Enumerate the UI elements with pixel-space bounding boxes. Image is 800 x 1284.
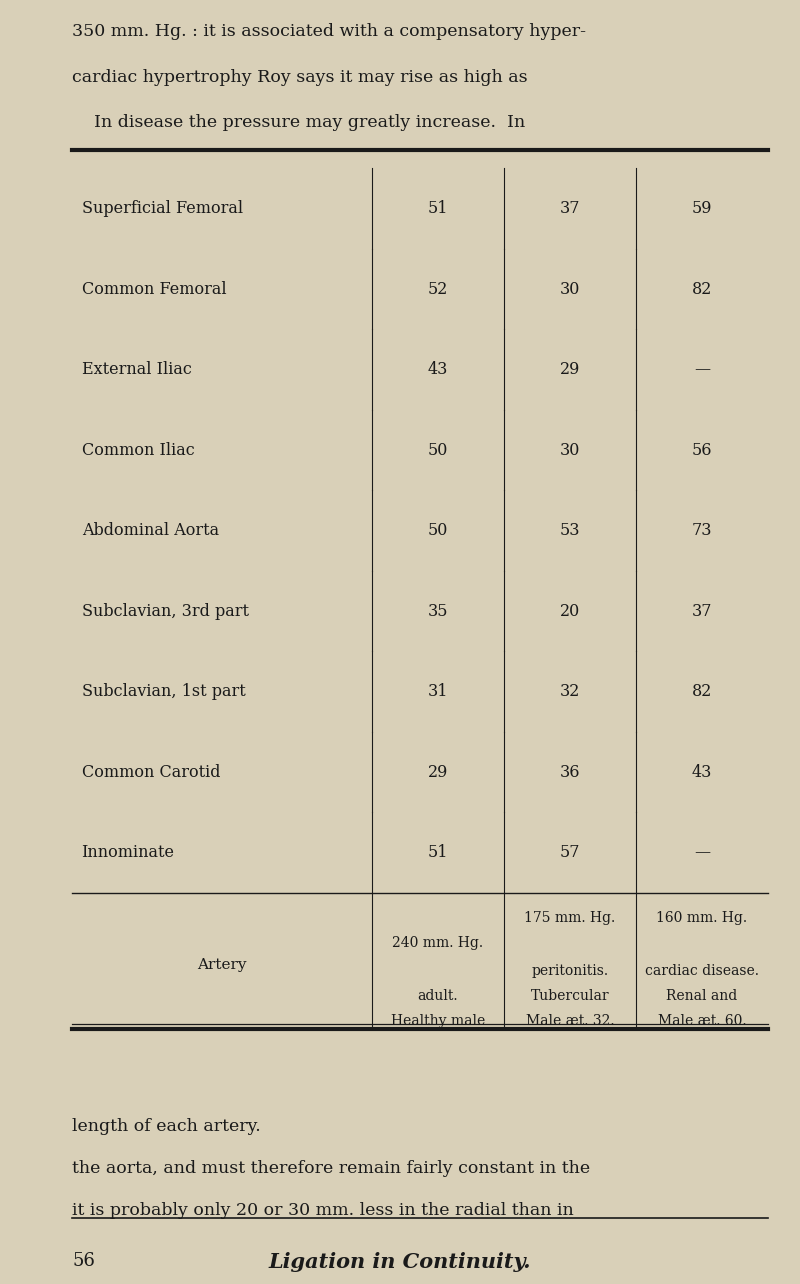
- Text: Common Carotid: Common Carotid: [82, 764, 220, 781]
- Text: 82: 82: [692, 683, 712, 700]
- Text: 240 mm. Hg.: 240 mm. Hg.: [393, 936, 483, 950]
- Text: Artery: Artery: [198, 958, 246, 972]
- Text: 53: 53: [560, 523, 580, 539]
- Text: In disease the pressure may greatly increase.  In: In disease the pressure may greatly incr…: [72, 114, 526, 131]
- Text: 43: 43: [692, 764, 712, 781]
- Text: 20: 20: [560, 602, 580, 620]
- Text: cardiac disease.: cardiac disease.: [645, 964, 759, 978]
- Text: 350 mm. Hg. : it is associated with a compensatory hyper-: 350 mm. Hg. : it is associated with a co…: [72, 23, 586, 40]
- Text: 82: 82: [692, 281, 712, 298]
- Text: 73: 73: [692, 523, 712, 539]
- Text: 29: 29: [428, 764, 448, 781]
- Text: Common Iliac: Common Iliac: [82, 442, 194, 458]
- Text: 31: 31: [428, 683, 448, 700]
- Text: 175 mm. Hg.: 175 mm. Hg.: [524, 912, 616, 924]
- Text: peritonitis.: peritonitis.: [531, 964, 609, 978]
- Text: cardiac hypertrophy Roy says it may rise as high as: cardiac hypertrophy Roy says it may rise…: [72, 68, 528, 86]
- Text: Subclavian, 3rd part: Subclavian, 3rd part: [82, 602, 249, 620]
- Text: 56: 56: [72, 1252, 95, 1270]
- Text: 32: 32: [560, 683, 580, 700]
- Text: External Iliac: External Iliac: [82, 361, 191, 379]
- Text: 36: 36: [560, 764, 580, 781]
- Text: Ligation in Continuity.: Ligation in Continuity.: [269, 1252, 531, 1272]
- Text: Male æt. 60.: Male æt. 60.: [658, 1014, 746, 1028]
- Text: —: —: [694, 844, 710, 862]
- Text: 50: 50: [428, 442, 448, 458]
- Text: adult.: adult.: [418, 989, 458, 1003]
- Text: 51: 51: [428, 200, 448, 217]
- Text: Abdominal Aorta: Abdominal Aorta: [82, 523, 218, 539]
- Text: 43: 43: [428, 361, 448, 379]
- Text: 59: 59: [692, 200, 712, 217]
- Text: 57: 57: [560, 844, 580, 862]
- Text: Male æt. 32.: Male æt. 32.: [526, 1014, 614, 1028]
- Text: length of each artery.: length of each artery.: [72, 1118, 261, 1135]
- Text: 37: 37: [692, 602, 712, 620]
- Text: 30: 30: [560, 281, 580, 298]
- Text: Renal and: Renal and: [666, 989, 738, 1003]
- Text: Subclavian, 1st part: Subclavian, 1st part: [82, 683, 246, 700]
- Text: the aorta, and must therefore remain fairly constant in the: the aorta, and must therefore remain fai…: [72, 1161, 590, 1177]
- Text: 56: 56: [692, 442, 712, 458]
- Text: 35: 35: [428, 602, 448, 620]
- Text: —: —: [694, 361, 710, 379]
- Text: Tubercular: Tubercular: [530, 989, 610, 1003]
- Text: Healthy male: Healthy male: [391, 1014, 485, 1028]
- Text: 50: 50: [428, 523, 448, 539]
- Text: 160 mm. Hg.: 160 mm. Hg.: [657, 912, 747, 924]
- Text: 30: 30: [560, 442, 580, 458]
- Text: Superficial Femoral: Superficial Femoral: [82, 200, 242, 217]
- Text: 51: 51: [428, 844, 448, 862]
- Text: it is probably only 20 or 30 mm. less in the radial than in: it is probably only 20 or 30 mm. less in…: [72, 1202, 574, 1220]
- Text: Innominate: Innominate: [82, 844, 174, 862]
- Text: 52: 52: [428, 281, 448, 298]
- Text: 37: 37: [560, 200, 580, 217]
- Text: 29: 29: [560, 361, 580, 379]
- Text: Common Femoral: Common Femoral: [82, 281, 226, 298]
